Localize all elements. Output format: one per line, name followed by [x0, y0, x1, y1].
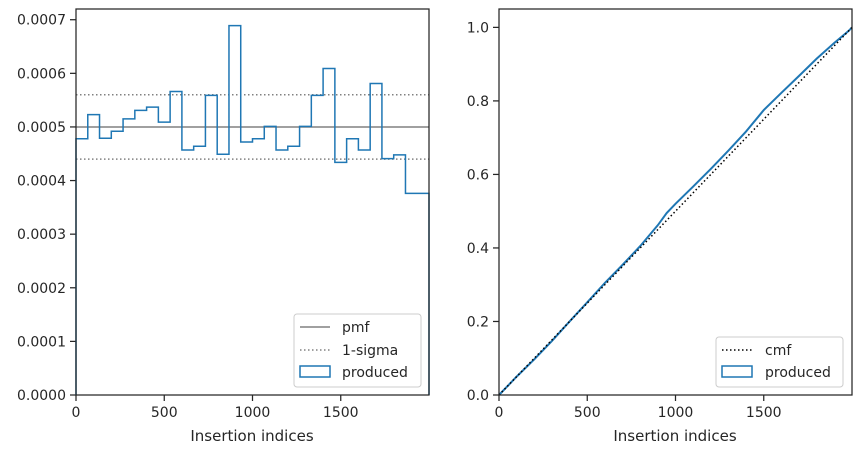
legend-produced-patch-icon-right [721, 365, 753, 378]
legend-produced-label: produced [342, 365, 408, 381]
legend-pmf-label: pmf [342, 320, 371, 336]
right-x-tick-label: 0 [495, 405, 504, 421]
left-y-tick-label: 0.0005 [17, 120, 66, 136]
left-legend-box [293, 313, 422, 388]
right-y-tick-label: 1.0 [467, 20, 489, 36]
legend-cmf-label: cmf [765, 343, 792, 359]
right-legend-box [715, 336, 844, 388]
left-plot-area [75, 24, 430, 395]
right-x-tick-label: 1500 [746, 405, 782, 421]
cmf-reference-line [498, 26, 853, 396]
left-x-tick-label: 1500 [323, 405, 359, 421]
left-y-tick-label: 0.0001 [17, 334, 66, 350]
left-x-axis-label: Insertion indices [190, 427, 313, 445]
produced-histogram-step [75, 24, 430, 395]
right-x-axis-label: Insertion indices [613, 427, 736, 445]
left-axis-ticks: 0 500 1000 1500 0.0000 0.0001 0.0002 0.0003 0.00… [17, 13, 359, 421]
left-y-tick-label: 0.0006 [17, 66, 66, 82]
pmf-histogram-panel: 0 500 1000 1500 0.0000 0.0001 0.0002 0.0003 0.00… [17, 8, 430, 445]
right-x-tick-label: 500 [574, 405, 601, 421]
right-axes-frame [498, 8, 853, 396]
right-y-tick-label: 0.8 [467, 94, 489, 110]
left-x-tick-label: 1000 [235, 405, 271, 421]
left-y-tick-label: 0.0004 [17, 174, 66, 190]
right-legend: cmf produced [715, 336, 844, 388]
legend-produced-patch-icon [299, 365, 331, 378]
right-y-tick-label: 0.4 [467, 241, 489, 257]
right-y-tick-label: 0.6 [467, 167, 489, 183]
left-x-tick-label: 500 [151, 405, 178, 421]
right-y-tick-label: 0.2 [467, 314, 489, 330]
right-y-tick-label: 0.0 [467, 388, 489, 404]
left-axes-frame [75, 8, 430, 396]
left-x-tick-label: 0 [72, 405, 81, 421]
left-y-tick-label: 0.0002 [17, 281, 66, 297]
right-plot-area [498, 26, 853, 396]
right-axis-ticks: 0 500 1000 1500 0.0 0.2 0.4 0.6 0.8 1.0 [467, 20, 782, 421]
left-y-tick-label: 0.0007 [17, 13, 66, 29]
left-y-tick-label: 0.0000 [17, 388, 66, 404]
cmf-panel: 0 500 1000 1500 0.0 0.2 0.4 0.6 0.8 1.0 Insertion… [467, 8, 853, 445]
left-legend: pmf 1-sigma produced [293, 313, 422, 388]
right-x-tick-label: 1000 [658, 405, 694, 421]
left-y-tick-label: 0.0003 [17, 227, 66, 243]
legend-produced-label-right: produced [765, 365, 831, 381]
legend-sigma-label: 1-sigma [342, 343, 398, 359]
